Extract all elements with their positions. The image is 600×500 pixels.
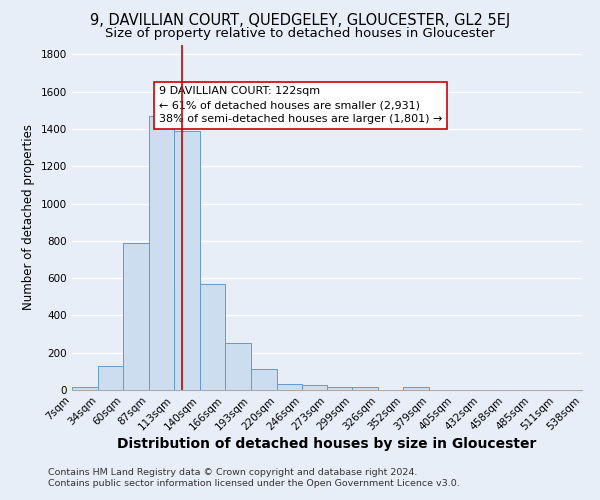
Bar xyxy=(302,386,328,390)
Bar xyxy=(149,116,174,390)
X-axis label: Distribution of detached houses by size in Gloucester: Distribution of detached houses by size … xyxy=(118,438,536,452)
Bar xyxy=(225,344,251,390)
Bar xyxy=(328,387,352,390)
Text: 9 DAVILLIAN COURT: 122sqm
← 61% of detached houses are smaller (2,931)
38% of se: 9 DAVILLIAN COURT: 122sqm ← 61% of detac… xyxy=(158,86,442,124)
Bar xyxy=(98,366,123,390)
Bar xyxy=(200,284,225,390)
Text: Contains HM Land Registry data © Crown copyright and database right 2024.
Contai: Contains HM Land Registry data © Crown c… xyxy=(48,468,460,487)
Text: Size of property relative to detached houses in Gloucester: Size of property relative to detached ho… xyxy=(105,28,495,40)
Bar xyxy=(123,242,149,390)
Bar xyxy=(403,387,429,390)
Bar xyxy=(251,370,277,390)
Bar xyxy=(277,384,302,390)
Bar xyxy=(72,387,98,390)
Text: 9, DAVILLIAN COURT, QUEDGELEY, GLOUCESTER, GL2 5EJ: 9, DAVILLIAN COURT, QUEDGELEY, GLOUCESTE… xyxy=(90,12,510,28)
Y-axis label: Number of detached properties: Number of detached properties xyxy=(22,124,35,310)
Bar xyxy=(352,387,379,390)
Bar xyxy=(174,131,200,390)
